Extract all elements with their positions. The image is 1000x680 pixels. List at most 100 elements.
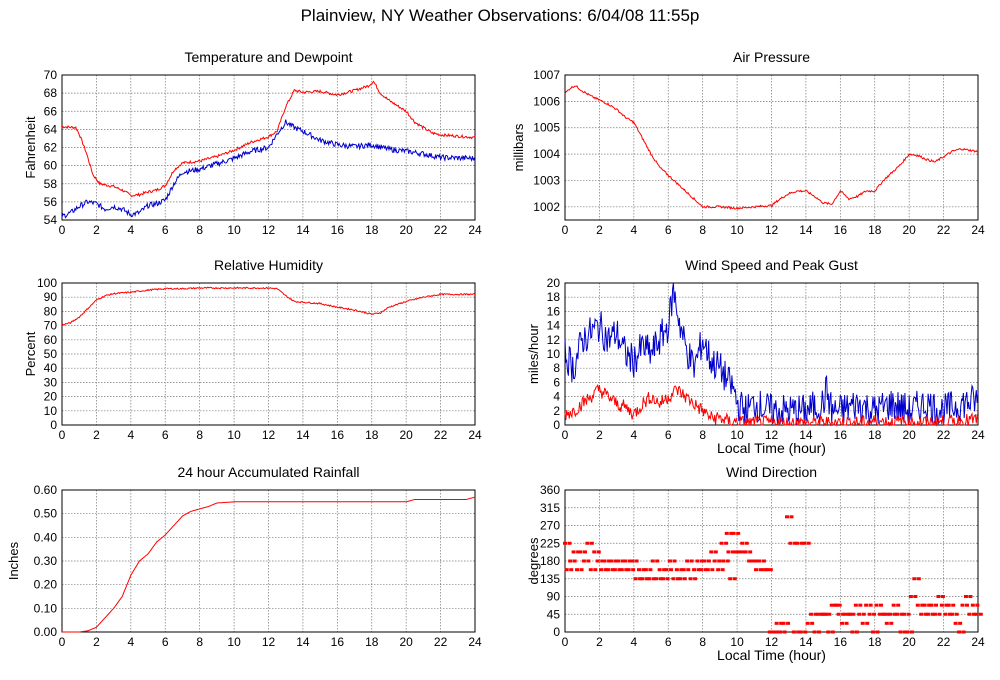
y-tick-label: 0.30: [34, 554, 58, 568]
data-point: [572, 559, 577, 563]
x-tick-label: 12: [262, 223, 276, 237]
y-tick-label: 100: [37, 276, 57, 290]
series-line-0: [61, 80, 476, 198]
data-point: [692, 568, 697, 572]
x-tick-label: 0: [562, 635, 569, 649]
data-point: [786, 621, 791, 625]
data-point: [944, 603, 949, 607]
data-point: [850, 630, 855, 634]
data-point: [743, 550, 748, 554]
x-tick-label: 6: [162, 635, 169, 649]
data-point: [947, 612, 952, 616]
data-point: [609, 559, 614, 563]
y-tick-label: 1004: [533, 147, 560, 161]
series-line-0: [62, 496, 476, 633]
data-point: [674, 568, 679, 572]
grid: [565, 75, 978, 220]
data-point: [789, 515, 794, 519]
data-point: [644, 577, 649, 581]
y-tick-label: 20: [44, 390, 58, 404]
y-tick-label: 90: [547, 590, 561, 604]
data-point: [906, 612, 911, 616]
data-point: [624, 568, 629, 572]
data-point: [930, 612, 935, 616]
data-point: [689, 559, 694, 563]
data-point: [740, 541, 745, 545]
x-tick-label: 14: [799, 635, 813, 649]
x-tick-label: 12: [765, 635, 779, 649]
y-tick-label: 10: [44, 404, 58, 418]
data-point: [719, 541, 724, 545]
data-point: [913, 595, 918, 598]
y-tick-label: 180: [540, 554, 560, 568]
x-tick-label: 16: [834, 635, 848, 649]
data-point: [854, 630, 859, 634]
data-point: [885, 612, 890, 616]
data-point: [709, 550, 714, 554]
data-point: [678, 577, 683, 581]
grid: [62, 490, 475, 632]
data-point: [905, 630, 910, 634]
data-point: [630, 559, 635, 563]
x-tick-label: 16: [331, 635, 345, 649]
data-point: [860, 621, 865, 625]
data-point: [647, 577, 652, 581]
data-point: [613, 559, 618, 563]
data-point: [772, 630, 777, 634]
x-tick-label: 4: [630, 223, 637, 237]
data-point: [899, 612, 904, 616]
data-point: [892, 612, 897, 616]
x-tick-label: 16: [834, 223, 848, 237]
y-tick-label: 0: [553, 625, 560, 639]
data-point: [767, 630, 772, 634]
data-point: [874, 603, 879, 607]
data-point: [817, 630, 822, 634]
data-point: [712, 559, 717, 563]
data-point: [648, 568, 653, 572]
data-point: [726, 550, 731, 554]
data-point: [578, 550, 583, 554]
data-point: [908, 595, 913, 598]
chart-title: Wind Direction: [726, 464, 817, 480]
x-tick-label: 16: [331, 428, 345, 442]
data-point: [841, 612, 846, 616]
data-point: [923, 612, 928, 616]
y-tick-label: 1003: [533, 173, 560, 187]
data-point: [898, 630, 903, 634]
grid: [62, 75, 475, 220]
x-tick-label: 0: [562, 223, 569, 237]
x-tick-label: 4: [630, 428, 637, 442]
x-tick-label: 14: [296, 223, 310, 237]
x-tick-label: 2: [596, 223, 603, 237]
data-point: [844, 621, 849, 625]
y-tick-label: 54: [44, 213, 58, 227]
data-point: [822, 612, 827, 616]
data-point: [716, 568, 721, 572]
plot-frame: [564, 282, 979, 426]
y-tick-label: 60: [44, 333, 58, 347]
data-point: [685, 559, 690, 563]
x-tick-label: 24: [468, 223, 482, 237]
chart-title: Air Pressure: [733, 49, 810, 65]
data-point: [617, 568, 622, 572]
data-point: [943, 612, 948, 616]
grid: [565, 283, 978, 425]
data-point: [596, 550, 601, 554]
data-point: [799, 541, 804, 545]
data-point: [710, 568, 715, 572]
data-point: [878, 603, 883, 607]
data-point: [576, 550, 581, 554]
chart-title: Wind Speed and Peak Gust: [685, 257, 858, 273]
data-point: [657, 568, 662, 572]
data-point: [616, 559, 621, 563]
data-point: [843, 612, 848, 616]
plot-frame: [61, 74, 476, 221]
data-point: [909, 630, 914, 634]
data-point: [698, 568, 703, 572]
x-tick-label: 4: [127, 428, 134, 442]
data-point: [792, 541, 797, 545]
y-tick-label: 68: [44, 86, 58, 100]
grid: [62, 283, 475, 425]
